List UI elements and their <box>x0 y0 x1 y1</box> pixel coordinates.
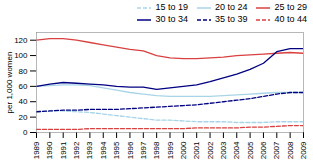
svg-text:20: 20 <box>19 113 28 122</box>
svg-text:1990: 1990 <box>45 141 54 159</box>
html-text:35 to 39: 35 to 39 <box>214 14 248 24</box>
svg-text:1997: 1997 <box>139 141 148 159</box>
svg-text:2008: 2008 <box>286 141 295 159</box>
svg-text:1996: 1996 <box>126 141 135 159</box>
svg-text:2003: 2003 <box>219 141 228 159</box>
svg-text:40: 40 <box>19 97 28 106</box>
svg-text:1989: 1989 <box>32 141 41 159</box>
svg-text:1999: 1999 <box>166 141 175 159</box>
html-text:25 to 29: 25 to 29 <box>274 2 307 12</box>
svg-text:2004: 2004 <box>232 141 241 159</box>
svg-text:0: 0 <box>23 128 28 137</box>
html-text:40 to 44: 40 to 44 <box>274 14 307 24</box>
svg-text:1995: 1995 <box>112 141 121 159</box>
svg-text:1993: 1993 <box>85 141 94 159</box>
html-text:15 to 19: 15 to 19 <box>155 2 188 12</box>
html-text:30 to 34: 30 to 34 <box>155 14 188 24</box>
svg-text:2002: 2002 <box>206 141 215 159</box>
html-text:20 to 24: 20 to 24 <box>214 2 248 12</box>
svg-text:1994: 1994 <box>99 141 108 159</box>
svg-text:1998: 1998 <box>152 141 161 159</box>
svg-text:120: 120 <box>14 36 28 45</box>
svg-text:80: 80 <box>19 67 28 76</box>
svg-text:1992: 1992 <box>72 141 81 159</box>
svg-text:100: 100 <box>14 51 28 60</box>
svg-text:60: 60 <box>19 82 28 91</box>
svg-text:1991: 1991 <box>59 141 68 159</box>
svg-text:2005: 2005 <box>246 141 255 159</box>
svg-text:2007: 2007 <box>272 141 281 159</box>
svg-text:2000: 2000 <box>179 141 188 159</box>
svg-text:2001: 2001 <box>192 141 201 159</box>
svg-text:per 1,000 women: per 1,000 women <box>5 52 14 114</box>
svg-text:2006: 2006 <box>259 141 268 159</box>
svg-text:2009: 2009 <box>299 141 308 159</box>
